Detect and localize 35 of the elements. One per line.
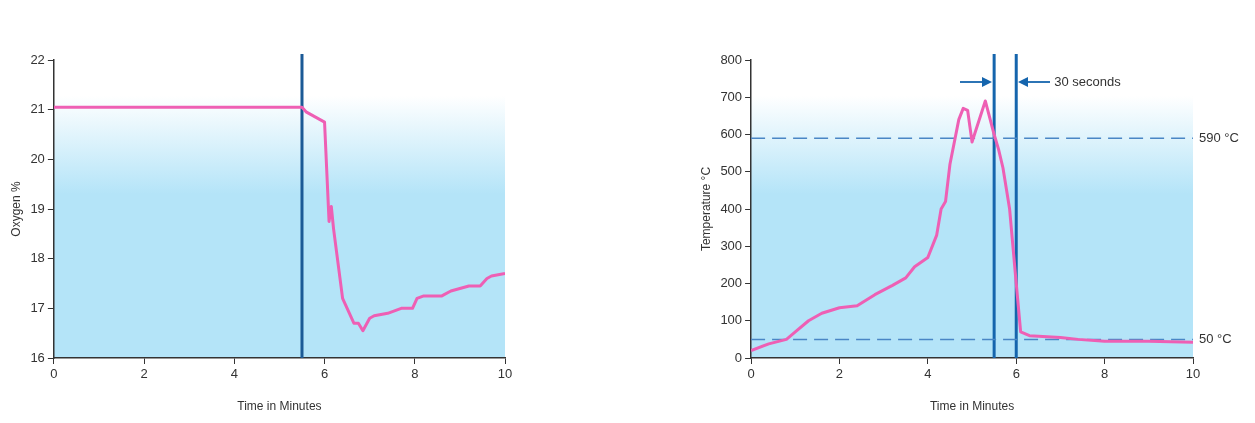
- y-tick-label: 100: [720, 312, 743, 328]
- x-tick-label: 8: [411, 366, 419, 382]
- x-tick-label: 8: [1101, 366, 1109, 382]
- x-tick-label: 6: [1012, 366, 1020, 382]
- x-tick-label: 10: [497, 366, 513, 382]
- y-tick-label: 18: [30, 250, 45, 266]
- x-tick-label: 2: [835, 366, 844, 382]
- x-tick-label: 6: [320, 366, 329, 382]
- y-tick-label: 0: [734, 349, 743, 365]
- y-tick-label: 17: [30, 299, 45, 315]
- x-tick-label: 10: [1185, 366, 1201, 382]
- ref-line-label: 50 °C: [1199, 330, 1232, 346]
- y-tick-label: 800: [720, 51, 743, 67]
- x-tick-label: 0: [50, 366, 58, 382]
- x-tick-label: 2: [140, 366, 148, 382]
- annotation: 30 seconds: [1054, 73, 1122, 89]
- x-tick-label: 0: [747, 366, 755, 382]
- y-tick-label: 500: [720, 163, 743, 179]
- x-tick-label: 4: [924, 366, 932, 382]
- y-tick-label: 400: [720, 200, 743, 216]
- y-tick-label: 20: [30, 150, 45, 166]
- ref-line-label: 590 °C: [1199, 129, 1239, 145]
- y-tick-label: 700: [720, 88, 743, 104]
- x-axis-title: Time in Minutes: [237, 399, 322, 414]
- y-tick-label: 21: [30, 101, 45, 117]
- x-axis-title: Time in Minutes: [929, 399, 1015, 414]
- y-axis-title: Temperature °C: [698, 166, 713, 252]
- y-tick-label: 600: [720, 126, 743, 142]
- y-tick-label: 200: [720, 275, 743, 291]
- y-axis-title: Oxygen %: [8, 180, 23, 237]
- y-tick-label: 19: [30, 200, 45, 216]
- x-tick-label: 4: [230, 366, 238, 382]
- y-tick-label: 22: [30, 51, 45, 67]
- y-tick-label: 16: [30, 349, 45, 365]
- y-tick-label: 300: [720, 237, 743, 253]
